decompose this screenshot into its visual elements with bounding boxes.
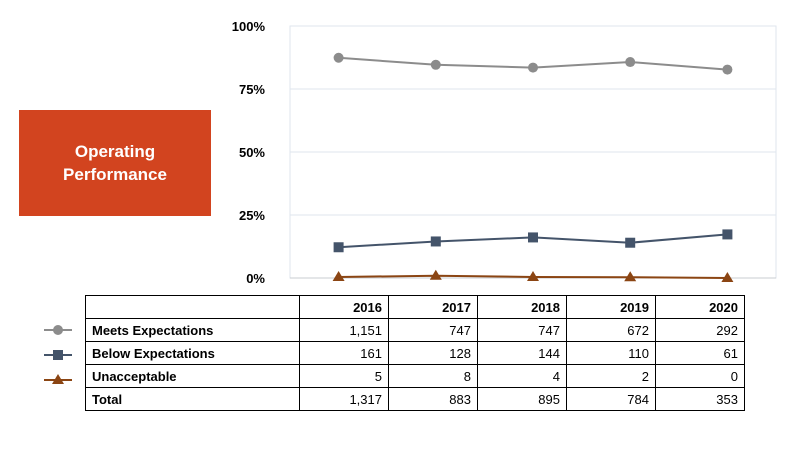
y-tick-label: 25% — [239, 208, 265, 223]
table-cell: 353 — [655, 387, 745, 411]
table-cell: 0 — [655, 364, 745, 388]
row-label: Total — [85, 387, 300, 411]
title-line-1: Operating — [74, 142, 156, 161]
title-line-2: Performance — [63, 165, 167, 184]
table-cell: 2 — [566, 364, 656, 388]
table-row: Unacceptable 5 8 4 2 0 — [85, 364, 745, 388]
table-cell: 128 — [388, 341, 478, 365]
table-header-year: 2019 — [566, 295, 656, 319]
data-point-circle — [430, 59, 441, 70]
table-cell: 61 — [655, 341, 745, 365]
table-header-year: 2018 — [477, 295, 567, 319]
data-point-circle — [722, 64, 733, 75]
data-point-square — [333, 242, 344, 253]
data-point-triangle — [527, 270, 539, 281]
table-header-year: 2017 — [388, 295, 478, 319]
table-cell: 4 — [477, 364, 567, 388]
table-header-year: 2020 — [655, 295, 745, 319]
table-header-year: 2016 — [299, 295, 389, 319]
performance-line-chart: 100% 75% 50% 25% 0% — [232, 19, 777, 286]
table-cell: 672 — [566, 318, 656, 342]
table-cell: 883 — [388, 387, 478, 411]
y-tick-label: 100% — [232, 19, 266, 34]
y-tick-label: 75% — [239, 82, 265, 97]
row-label: Unacceptable — [85, 364, 300, 388]
y-tick-label: 50% — [239, 145, 265, 160]
table-cell: 747 — [388, 318, 478, 342]
table-header-blank — [85, 295, 300, 319]
data-point-triangle — [721, 272, 734, 282]
table-cell: 110 — [566, 341, 656, 365]
table-cell: 5 — [299, 364, 389, 388]
data-point-circle — [625, 57, 636, 68]
data-point-circle — [333, 52, 344, 63]
table-row: Meets Expectations 1,151 747 747 672 292 — [85, 318, 745, 342]
table-header-row: 2016 2017 2018 2019 2020 — [85, 295, 745, 319]
table-cell: 1,317 — [299, 387, 389, 411]
data-point-circle — [528, 62, 538, 73]
table-row: Total 1,317 883 895 784 353 — [85, 387, 745, 411]
data-point-triangle — [429, 269, 442, 280]
table-cell: 144 — [477, 341, 567, 365]
table-cell: 747 — [477, 318, 567, 342]
table-row: Below Expectations 161 128 144 110 61 — [85, 341, 745, 365]
row-label: Meets Expectations — [85, 318, 300, 342]
operating-performance-title: Operating Performance — [19, 110, 211, 216]
table-cell: 161 — [299, 341, 389, 365]
data-point-triangle — [332, 270, 345, 281]
table-cell: 1,151 — [299, 318, 389, 342]
table-cell: 292 — [655, 318, 745, 342]
y-tick-label: 0% — [246, 271, 265, 286]
data-point-triangle — [52, 374, 64, 384]
table-cell: 895 — [477, 387, 567, 411]
legend-key-unacceptable — [44, 374, 72, 384]
legend-key-meets-expectations — [44, 325, 72, 335]
data-point-triangle — [624, 271, 637, 282]
table-cell: 8 — [388, 364, 478, 388]
table-cell: 784 — [566, 387, 656, 411]
data-point-square — [625, 237, 636, 248]
data-point-square — [53, 350, 63, 360]
row-label: Below Expectations — [85, 341, 300, 365]
data-point-square — [722, 229, 733, 240]
data-point-square — [528, 232, 538, 243]
performance-data-table: 2016 2017 2018 2019 2020 Meets Expectati… — [85, 295, 745, 411]
legend-key-below-expectations — [44, 350, 72, 360]
data-point-square — [430, 236, 441, 247]
data-point-circle — [53, 325, 63, 335]
